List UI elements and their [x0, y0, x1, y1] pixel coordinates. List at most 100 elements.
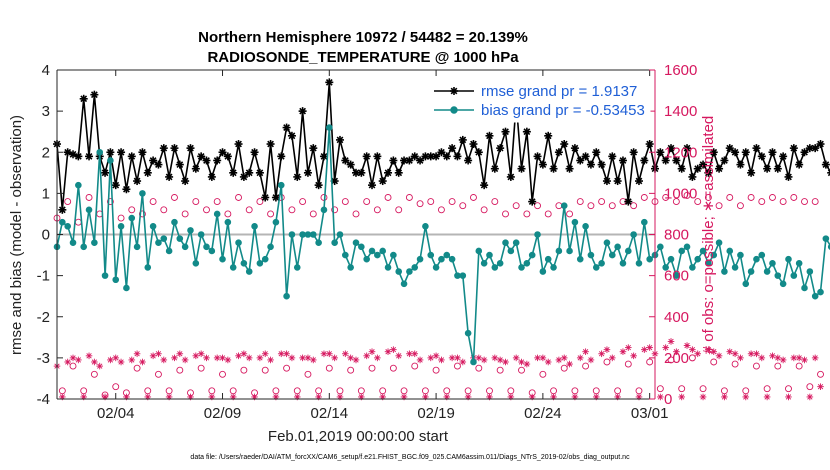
marker-stroke: [539, 161, 547, 168]
marker-stroke: [422, 394, 429, 400]
rmse-point: [287, 131, 296, 140]
marker-stroke: [160, 144, 168, 152]
obs-assimilated-point: [641, 346, 648, 353]
rmse-point: [592, 148, 601, 157]
rmse-point: [74, 152, 83, 161]
obs-possible-point: [715, 202, 723, 210]
rmse-point: [768, 148, 777, 157]
obs-assimilated-point: [753, 350, 760, 358]
marker-stroke: [609, 355, 615, 361]
rmse-point: [752, 144, 761, 153]
y-tick-label-left: -3: [37, 350, 50, 367]
marker-stroke: [224, 152, 232, 160]
obs-possible-point: [235, 194, 242, 201]
marker-stroke: [587, 161, 595, 168]
obs-possible-point: [608, 202, 616, 210]
bias-point: [219, 255, 226, 263]
bias-point: [785, 255, 792, 263]
marker-stroke: [166, 394, 172, 400]
x-tick-label: 03/01: [631, 405, 669, 422]
obs-assimilated-point: [582, 348, 589, 356]
bias-point: [384, 264, 392, 271]
obs-possible-point: [331, 206, 339, 214]
marker-stroke: [576, 157, 584, 164]
bias-point: [507, 247, 515, 255]
rmse-point: [165, 172, 174, 181]
marker-stroke: [630, 353, 637, 359]
obs-assimilated-point: [75, 356, 82, 364]
obs-assimilated-point: [550, 393, 557, 401]
obs-possible-point: [138, 210, 146, 218]
obs-possible-point: [774, 362, 782, 370]
marker-stroke: [315, 394, 322, 400]
obs-possible-point: [470, 194, 477, 201]
marker-stroke: [790, 144, 798, 152]
marker-stroke: [134, 351, 140, 357]
marker-stroke: [348, 355, 354, 361]
bias-point: [662, 264, 669, 271]
obs-possible-point: [817, 370, 824, 378]
marker-stroke: [91, 359, 98, 365]
bias-point: [560, 202, 568, 210]
rmse-point: [661, 156, 670, 165]
rmse-point: [362, 152, 371, 161]
marker-stroke: [240, 173, 248, 181]
marker-stroke: [779, 152, 787, 160]
obs-assimilated-point: [229, 393, 237, 401]
bias-point: [592, 264, 600, 271]
obs-possible-point: [69, 362, 77, 370]
marker-stroke: [405, 157, 413, 164]
marker-stroke: [352, 169, 360, 177]
marker-stroke: [672, 157, 680, 164]
obs-possible-point: [475, 364, 483, 372]
rmse-point: [106, 148, 115, 157]
marker-stroke: [518, 359, 525, 365]
obs-assimilated-point: [475, 354, 483, 362]
obs-assimilated-point: [288, 354, 296, 362]
rmse-point: [410, 152, 419, 161]
bias-point: [731, 264, 739, 271]
bias-point: [181, 243, 189, 251]
bias-point: [432, 264, 440, 271]
marker-stroke: [593, 394, 599, 400]
obs-possible-point: [341, 198, 349, 206]
obs-assimilated-point: [59, 393, 66, 401]
bias-point: [96, 148, 104, 156]
obs-possible-point: [763, 385, 771, 393]
marker-stroke: [283, 351, 290, 357]
legend-label: bias grand pr = -0.53453: [481, 102, 645, 119]
bias-point: [411, 264, 419, 271]
obs-possible-point: [224, 210, 232, 218]
marker-stroke: [106, 148, 114, 156]
obs-possible-point: [496, 366, 504, 374]
rmse-point: [597, 160, 606, 169]
rmse-point: [805, 144, 814, 153]
marker-stroke: [647, 344, 653, 351]
bias-point: [256, 259, 264, 267]
rmse-point: [154, 160, 163, 169]
obs-possible-point: [630, 202, 638, 210]
marker-stroke: [476, 355, 482, 361]
rmse-point: [298, 107, 307, 116]
marker-stroke: [182, 357, 188, 363]
obs-possible-point: [299, 198, 307, 206]
bias-point: [582, 222, 589, 230]
obs-possible-point: [598, 198, 606, 206]
obs-possible-point: [309, 210, 317, 218]
marker-stroke: [641, 346, 647, 353]
bias-point: [400, 280, 408, 288]
obs-assimilated-point: [454, 354, 461, 362]
rmse-point: [325, 78, 334, 87]
y-tick-label-right: 1000: [664, 185, 697, 202]
obs-possible-point: [518, 366, 525, 374]
marker-stroke: [513, 355, 519, 361]
bias-point: [69, 239, 77, 247]
bias-point: [544, 255, 552, 263]
marker-stroke: [304, 169, 312, 177]
rmse-point: [239, 172, 248, 181]
rmse-point: [757, 152, 766, 161]
marker-stroke: [363, 152, 371, 160]
rmse-point: [629, 148, 638, 157]
obs-possible-point: [742, 387, 750, 395]
